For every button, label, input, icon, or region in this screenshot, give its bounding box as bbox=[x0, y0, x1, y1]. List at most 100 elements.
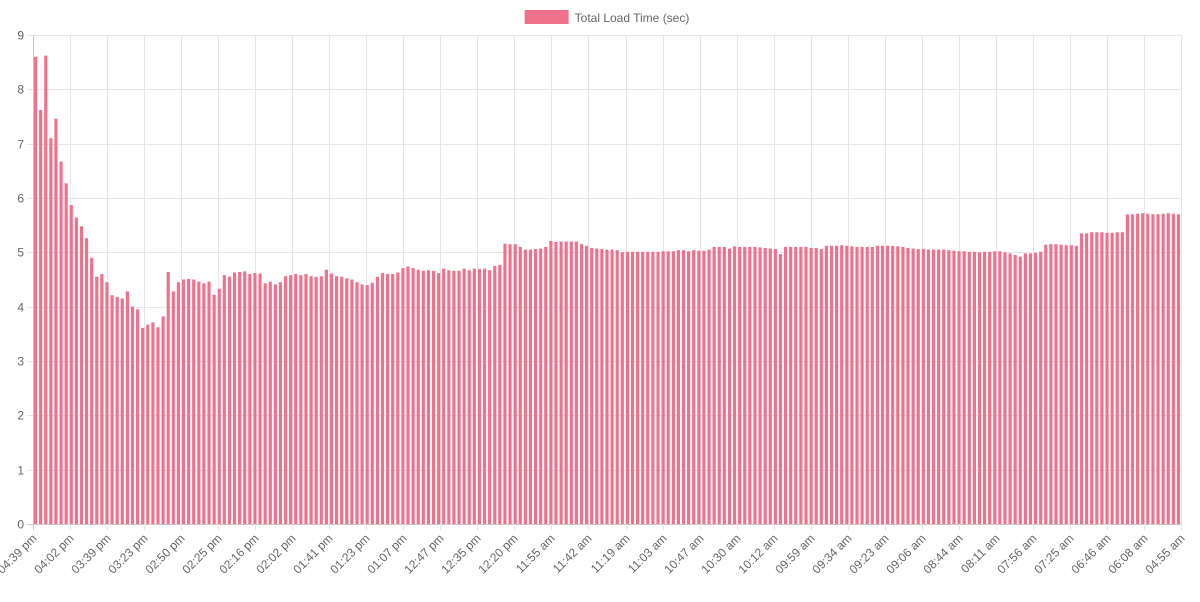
bar[interactable] bbox=[1130, 214, 1135, 525]
bar[interactable] bbox=[977, 252, 982, 524]
bar[interactable] bbox=[1018, 256, 1022, 524]
bar[interactable] bbox=[442, 268, 446, 524]
bar[interactable] bbox=[125, 291, 129, 524]
bar[interactable] bbox=[768, 248, 772, 524]
bar[interactable] bbox=[880, 245, 885, 524]
bar[interactable] bbox=[1044, 244, 1048, 525]
bar[interactable] bbox=[79, 226, 84, 524]
bar[interactable] bbox=[962, 251, 966, 524]
bar[interactable] bbox=[651, 251, 655, 525]
bar[interactable] bbox=[324, 269, 328, 524]
bar[interactable] bbox=[166, 271, 170, 524]
bar[interactable] bbox=[845, 245, 849, 524]
bar[interactable] bbox=[380, 272, 385, 524]
bar[interactable] bbox=[227, 276, 232, 524]
bar[interactable] bbox=[238, 271, 242, 524]
bar[interactable] bbox=[732, 246, 737, 525]
bar[interactable] bbox=[972, 251, 976, 525]
bar[interactable] bbox=[1115, 232, 1119, 525]
bar[interactable] bbox=[447, 270, 451, 524]
bar[interactable] bbox=[44, 55, 48, 525]
bar[interactable] bbox=[931, 249, 936, 524]
bar[interactable] bbox=[794, 246, 798, 524]
bar[interactable] bbox=[477, 269, 482, 524]
bar[interactable] bbox=[778, 253, 783, 524]
bar[interactable] bbox=[666, 251, 670, 524]
bar[interactable] bbox=[641, 251, 645, 525]
bar[interactable] bbox=[1069, 245, 1073, 524]
bar[interactable] bbox=[804, 246, 808, 524]
bar[interactable] bbox=[656, 251, 660, 525]
bar[interactable] bbox=[676, 250, 681, 524]
bar[interactable] bbox=[74, 217, 78, 524]
bar[interactable] bbox=[554, 242, 558, 524]
bar[interactable] bbox=[758, 247, 762, 524]
bar[interactable] bbox=[340, 276, 344, 524]
bar[interactable] bbox=[33, 56, 38, 524]
bar[interactable] bbox=[590, 247, 594, 525]
bar[interactable] bbox=[896, 246, 900, 525]
bar[interactable] bbox=[605, 249, 609, 524]
bar[interactable] bbox=[1049, 244, 1053, 524]
bar[interactable] bbox=[253, 272, 257, 524]
bar[interactable] bbox=[595, 248, 599, 524]
bar[interactable] bbox=[64, 183, 68, 524]
bar[interactable] bbox=[533, 249, 538, 524]
bar[interactable] bbox=[69, 205, 73, 524]
bar[interactable] bbox=[314, 276, 318, 524]
bar[interactable] bbox=[942, 249, 946, 524]
bar[interactable] bbox=[1171, 213, 1175, 524]
bar[interactable] bbox=[865, 246, 869, 524]
bar[interactable] bbox=[263, 283, 267, 524]
bar[interactable] bbox=[161, 316, 165, 524]
bar[interactable] bbox=[901, 246, 905, 524]
bar[interactable] bbox=[600, 249, 604, 524]
bar[interactable] bbox=[467, 270, 471, 524]
bar[interactable] bbox=[819, 249, 823, 524]
bar[interactable] bbox=[243, 271, 247, 524]
bar[interactable] bbox=[431, 270, 436, 524]
bar[interactable] bbox=[120, 298, 124, 524]
bar[interactable] bbox=[722, 246, 726, 524]
bar[interactable] bbox=[513, 244, 517, 524]
bar[interactable] bbox=[426, 270, 430, 524]
bar[interactable] bbox=[835, 245, 839, 524]
bar[interactable] bbox=[1074, 245, 1078, 524]
bar[interactable] bbox=[1003, 252, 1007, 524]
bar[interactable] bbox=[544, 246, 548, 524]
bar[interactable] bbox=[1110, 232, 1114, 524]
bar[interactable] bbox=[646, 251, 650, 525]
bar[interactable] bbox=[437, 272, 441, 524]
bar[interactable] bbox=[855, 246, 859, 524]
bar[interactable] bbox=[84, 238, 89, 524]
bar[interactable] bbox=[95, 276, 99, 524]
bar[interactable] bbox=[528, 249, 533, 524]
bar[interactable] bbox=[681, 250, 686, 524]
bar[interactable] bbox=[115, 296, 119, 524]
legend-swatch[interactable] bbox=[524, 10, 569, 24]
bar[interactable] bbox=[717, 246, 721, 524]
bar[interactable] bbox=[824, 245, 828, 524]
bar[interactable] bbox=[396, 272, 400, 524]
bar[interactable] bbox=[615, 250, 619, 524]
bar[interactable] bbox=[829, 245, 834, 524]
bar[interactable] bbox=[360, 284, 364, 524]
legend[interactable]: Total Load Time (sec) bbox=[524, 10, 690, 25]
bar[interactable] bbox=[289, 275, 293, 524]
bar[interactable] bbox=[462, 268, 466, 524]
bar[interactable] bbox=[1141, 213, 1145, 524]
bar[interactable] bbox=[1013, 255, 1017, 525]
bar[interactable] bbox=[809, 247, 813, 525]
bar[interactable] bbox=[1034, 252, 1038, 524]
bar[interactable] bbox=[304, 274, 308, 524]
bar[interactable] bbox=[202, 283, 206, 524]
bar[interactable] bbox=[727, 248, 732, 524]
bar[interactable] bbox=[860, 246, 864, 524]
bar[interactable] bbox=[988, 251, 992, 525]
bar[interactable] bbox=[146, 324, 150, 524]
bar[interactable] bbox=[273, 284, 277, 524]
bar[interactable] bbox=[457, 270, 461, 524]
bar[interactable] bbox=[1125, 214, 1129, 525]
bar[interactable] bbox=[1146, 213, 1150, 524]
bar[interactable] bbox=[993, 251, 997, 524]
